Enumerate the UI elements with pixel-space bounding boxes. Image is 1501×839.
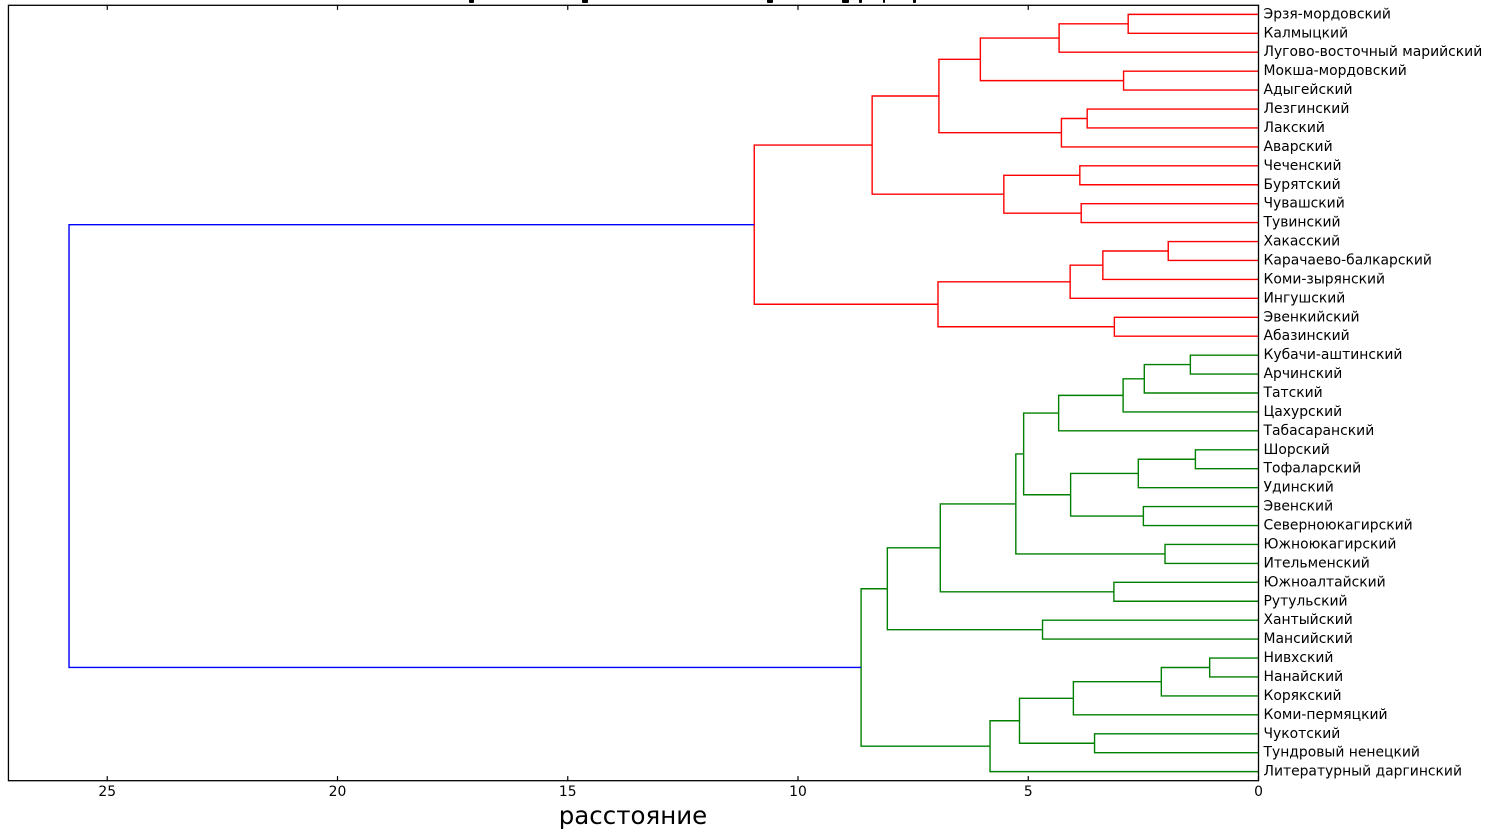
dendrogram-link [1086, 108, 1259, 129]
dendrogram-link [1079, 165, 1259, 186]
dendrogram-link [1137, 458, 1259, 489]
leaf-label: Коми-пермяцкий [1264, 707, 1388, 723]
dendrogram-link [886, 547, 1043, 631]
leaf-label: Арчинский [1264, 366, 1343, 382]
title-fragment [859, 0, 862, 3]
dendrogram-link [1058, 23, 1259, 53]
dendrogram-link [1127, 13, 1259, 34]
title-fragment [913, 0, 916, 3]
leaf-label: Мансийский [1264, 631, 1353, 647]
leaf-label: Удинский [1264, 480, 1334, 496]
x-tick-label: 0 [1254, 784, 1263, 800]
leaf-label: Южноалтайский [1264, 574, 1386, 590]
dendrogram-link [1093, 733, 1259, 754]
dendrogram-link [1018, 697, 1095, 744]
leaf-label: Тофаларский [1263, 461, 1362, 477]
dendrogram-link [1194, 449, 1259, 470]
leaf-label: Карачаево-балкарский [1264, 252, 1432, 268]
leaf-label: Коми-зырянский [1264, 271, 1386, 287]
leaf-label: Хакасский [1264, 234, 1341, 250]
axes-frame [7, 4, 1260, 782]
leaf-label: Чукотский [1264, 726, 1341, 742]
leaf-label: Эвенский [1264, 499, 1334, 515]
leaf-label: Литературный даргинский [1264, 764, 1462, 780]
dendrogram-link [1060, 117, 1259, 148]
leaf-label: Татский [1263, 385, 1323, 401]
leaf-label: Хантыйский [1264, 612, 1353, 628]
dendrogram-link [1057, 394, 1259, 432]
dendrogram-link [1113, 316, 1259, 337]
leaf-label: Северноюкагирский [1264, 518, 1413, 534]
leaf-label: Мокша-мордовский [1264, 63, 1407, 79]
leaf-label: Кубачи-аштинский [1264, 347, 1403, 363]
dendrogram-link [860, 588, 991, 747]
dendrogram-link [1102, 250, 1259, 281]
leaf-label: Шорский [1264, 442, 1330, 458]
dendrogram-link [1122, 378, 1259, 413]
dendrogram-link [1003, 174, 1082, 214]
leaf-label: Ингушский [1264, 290, 1346, 306]
dendrogram-link [753, 144, 938, 305]
leaf-label: Тундровый ненецкий [1263, 745, 1420, 761]
dendrogram-link [937, 281, 1115, 328]
dendrogram-link [1015, 453, 1166, 555]
dendrogram-link [1189, 354, 1259, 375]
dendrogram-link [1069, 264, 1259, 300]
dendrogram-link [1142, 505, 1259, 527]
title-fragment [883, 0, 885, 3]
title-fragment [582, 0, 588, 3]
x-tick-label: 25 [98, 784, 116, 800]
dendrogram-link [1164, 543, 1259, 565]
dendrogram-link [1080, 202, 1259, 224]
leaf-label: Эвенкийский [1264, 309, 1360, 325]
dendrogram-link [1113, 581, 1259, 602]
dendrogram-link [68, 223, 862, 669]
dendrogram-link [938, 58, 1062, 134]
leaf-label: Южноюкагирский [1264, 536, 1397, 552]
leaf-label: Чеченский [1264, 158, 1342, 174]
leaf-label: Адыгейский [1264, 82, 1353, 98]
dendrogram-link [979, 37, 1124, 82]
dendrogram-link [1022, 412, 1071, 496]
leaf-label: Корякский [1264, 688, 1342, 704]
x-axis-label: расстояние [558, 801, 708, 830]
leaf-label: Нанайский [1264, 669, 1344, 685]
dendrogram-link [1072, 681, 1259, 716]
dendrogram-link [1041, 619, 1259, 640]
dendrogram-link [939, 503, 1114, 593]
dendrogram-link [1143, 363, 1259, 394]
title-fragment [842, 0, 849, 3]
leaf-label: Аварский [1264, 139, 1333, 155]
x-tick-label: 15 [559, 784, 577, 800]
leaf-label: Чувашский [1264, 196, 1345, 212]
dendrogram-link [1208, 657, 1259, 678]
leaf-label: Бурятский [1264, 177, 1341, 193]
leaf-label: Рутульский [1264, 593, 1348, 609]
dendrogram-link [989, 720, 1259, 773]
leaf-label: Лугово-восточный марийский [1264, 44, 1483, 60]
dendrogram-link [871, 95, 1004, 195]
leaf-label: Абазинский [1264, 328, 1350, 344]
leaf-label: Нивхский [1264, 650, 1334, 666]
leaf-label: Лакский [1264, 120, 1325, 136]
x-tick-label: 20 [329, 784, 347, 800]
leaf-label: Эрзя-мордовский [1264, 6, 1391, 22]
title-fragment [469, 0, 474, 3]
leaf-label: Тувинский [1263, 215, 1341, 231]
leaf-label: Лезгинский [1264, 101, 1350, 117]
leaf-label: Калмыцкий [1264, 25, 1349, 41]
x-tick-label: 10 [789, 784, 807, 800]
leaf-label: Ительменский [1264, 555, 1370, 571]
dendrogram-link [1069, 472, 1144, 517]
x-tick-label: 5 [1024, 784, 1033, 800]
dendrogram-link [1122, 70, 1259, 91]
leaf-label: Табасаранский [1263, 423, 1375, 439]
dendrogram-link [1167, 240, 1259, 262]
leaf-label: Цахурский [1264, 404, 1343, 420]
title-fragment [767, 0, 773, 3]
